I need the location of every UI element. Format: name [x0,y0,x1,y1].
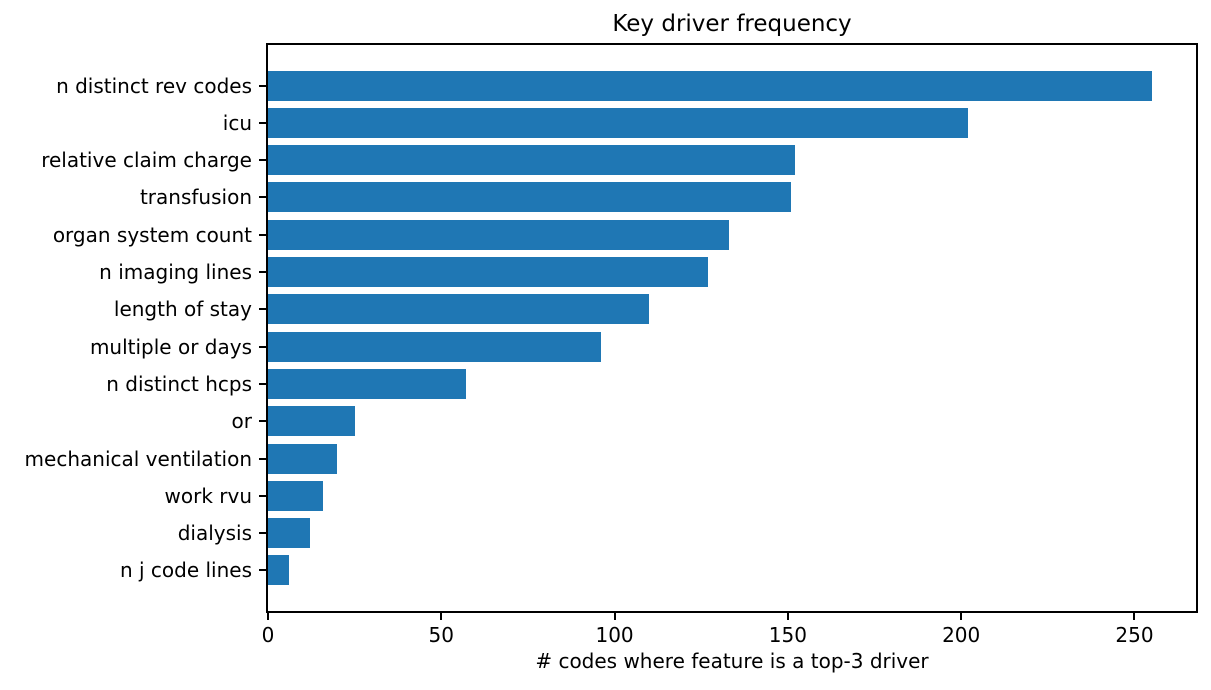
bar [268,145,795,176]
x-tick-label: 100 [595,623,634,647]
bar [268,219,729,250]
y-tick-mark [259,569,266,572]
y-tick-mark [259,420,266,423]
y-tick-label: or [231,409,252,434]
y-tick-label: length of stay [113,297,252,322]
x-tick-mark [786,613,789,620]
bar [268,555,289,586]
y-tick-label: icu [222,110,252,135]
y-tick-label: n j code lines [119,558,252,583]
bar [268,368,466,399]
bar [268,518,310,549]
bar [268,443,338,474]
bar [268,70,1152,101]
x-tick-mark [1133,613,1136,620]
x-axis-label: # codes where feature is a top-3 driver [535,649,929,673]
y-tick-label: n distinct rev codes [56,73,252,98]
y-tick-label: work rvu [164,483,253,508]
bar [268,182,792,213]
y-tick-mark [259,196,266,199]
bar [268,294,650,325]
x-tick-mark [613,613,616,620]
x-tick-mark [440,613,443,620]
y-tick-mark [259,457,266,460]
y-tick-mark [259,233,266,236]
y-tick-label: dialysis [177,521,252,546]
y-tick-label: organ system count [52,222,252,247]
x-tick-mark [267,613,269,620]
bar [268,331,601,362]
plot-area [266,43,1198,613]
x-tick-label: 250 [1115,623,1154,647]
y-tick-mark [259,308,266,311]
y-tick-label: relative claim charge [41,148,252,173]
x-tick-label: 150 [768,623,807,647]
y-tick-label: n distinct hcps [106,371,252,396]
y-tick-mark [259,382,266,385]
x-tick-mark [960,613,963,620]
bar [268,406,355,437]
y-tick-mark [259,159,266,162]
bar [268,107,969,138]
x-tick-label: 200 [942,623,981,647]
y-tick-mark [259,271,266,274]
y-tick-label: n imaging lines [99,260,252,285]
x-tick-label: 0 [261,623,275,647]
y-tick-mark [259,532,266,535]
y-tick-mark [259,345,266,348]
bar [268,480,324,511]
bar [268,257,709,288]
y-tick-label: transfusion [139,185,252,210]
y-tick-mark [259,84,266,87]
y-tick-label: mechanical ventilation [24,446,252,471]
y-tick-mark [259,494,266,497]
y-tick-mark [259,121,266,124]
chart-title: Key driver frequency [612,11,852,37]
x-tick-label: 50 [428,623,454,647]
y-tick-label: multiple or days [89,334,252,359]
